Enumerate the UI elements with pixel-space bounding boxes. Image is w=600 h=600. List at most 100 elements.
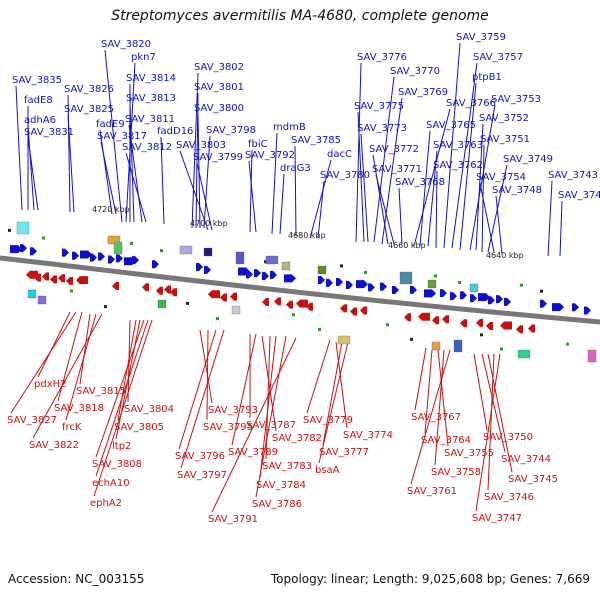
- bottom-gene-arrow: [432, 316, 439, 325]
- bottom-gene-label: ltp2: [112, 441, 131, 452]
- top-gene-label: fbiC: [248, 139, 268, 150]
- bottom-gene-label: SAV_3791: [208, 514, 258, 525]
- bottom-leader-line: [37, 311, 71, 378]
- bottom-leader-line: [414, 347, 427, 411]
- top-leader-line: [160, 136, 165, 225]
- bottom-gene-arrow: [442, 315, 449, 324]
- top-gene-label: SAV_3814: [126, 73, 176, 84]
- top-gene-label: SAV_3771: [372, 164, 422, 175]
- bottom-gene-label: SAV_3782: [272, 433, 322, 444]
- top-gene-label: SAV_3757: [473, 52, 523, 63]
- top-gene-label: SAV_3748: [492, 185, 542, 196]
- bottom-gene-arrow: [418, 312, 430, 321]
- feature-marker: [42, 236, 45, 240]
- feature-marker: [104, 305, 107, 309]
- bottom-gene-label: SAV_3795: [203, 422, 253, 433]
- bottom-gene-label: SAV_3761: [407, 486, 457, 497]
- bottom-leader-line: [95, 319, 145, 458]
- bottom-leader-line: [211, 337, 297, 513]
- top-gene-arrow: [584, 306, 591, 315]
- bottom-gene-label: echA10: [92, 478, 130, 489]
- feature-marker: [8, 228, 11, 232]
- top-gene-arrow: [196, 262, 203, 271]
- top-gene-arrow: [460, 291, 467, 300]
- top-gene-arrow: [152, 260, 159, 269]
- top-gene-arrow: [30, 247, 37, 256]
- feature-block: [317, 265, 327, 275]
- top-leader-line: [248, 160, 257, 233]
- bottom-leader-line: [180, 329, 225, 469]
- top-gene-label: SAV_3802: [194, 62, 244, 73]
- top-gene-label: ptpB1: [472, 72, 502, 83]
- top-gene-label: SAV_3813: [126, 93, 176, 104]
- bottom-gene-arrow: [360, 306, 367, 315]
- bottom-leader-line: [487, 353, 513, 473]
- top-leader-line: [360, 133, 369, 243]
- genome-backbone: [0, 255, 600, 325]
- bottom-gene-arrow: [486, 322, 493, 331]
- kbp-mark: 4720 kbp: [92, 205, 130, 214]
- top-leader-line: [459, 82, 477, 251]
- bottom-gene-label: SAV_3818: [54, 403, 104, 414]
- feature-marker: [520, 283, 523, 287]
- bottom-gene-arrow: [262, 298, 269, 307]
- top-leader-line: [27, 125, 35, 211]
- genome-summary: Topology: linear; Length: 9,025,608 bp; …: [270, 572, 590, 586]
- top-gene-arrow: [496, 295, 503, 304]
- top-leader-line: [249, 149, 253, 233]
- bottom-gene-arrow: [156, 286, 163, 295]
- top-gene-arrow: [116, 254, 123, 263]
- bottom-gene-arrow: [516, 325, 523, 334]
- top-gene-arrow: [450, 292, 457, 301]
- kbp-mark: 4660 kbp: [388, 241, 426, 250]
- bottom-leader-line: [178, 329, 217, 450]
- top-gene-arrow: [424, 289, 436, 298]
- top-gene-arrow: [410, 285, 417, 294]
- bottom-strand-genes: [26, 270, 535, 334]
- top-gene-label: SAV_3759: [456, 32, 506, 43]
- top-gene-label: draG3: [280, 163, 311, 174]
- top-gene-arrow: [504, 297, 511, 306]
- top-gene-label: SAV_3817: [97, 131, 147, 142]
- top-leader-line: [355, 62, 362, 243]
- map-title: Streptomyces avermitilis MA-4680, comple…: [111, 8, 489, 24]
- bottom-leader-line: [306, 339, 331, 414]
- feature-block: [453, 339, 463, 353]
- top-leader-line: [398, 187, 403, 245]
- top-gene-arrow: [488, 296, 495, 305]
- top-leader-line: [15, 85, 23, 211]
- bottom-leader-line: [206, 329, 209, 421]
- top-gene-arrow: [346, 281, 353, 290]
- top-leader-line: [196, 162, 213, 231]
- bottom-gene-arrow: [306, 302, 313, 311]
- top-gene-label: SAV_3801: [194, 82, 244, 93]
- top-gene-label: SAV_3751: [480, 134, 530, 145]
- bottom-gene-label: SAV_3747: [472, 513, 522, 524]
- top-leader-line: [179, 150, 209, 231]
- top-leader-line: [129, 103, 135, 223]
- bottom-gene-arrow: [170, 288, 177, 297]
- bottom-gene-label: SAV_3815: [76, 386, 126, 397]
- bottom-leader-line: [318, 341, 349, 464]
- bottom-gene-label: SAV_3755: [444, 448, 494, 459]
- top-gene-label: fadE9: [96, 119, 125, 130]
- bottom-gene-label: SAV_3804: [124, 404, 174, 415]
- top-leader-line: [191, 72, 199, 229]
- kbp-mark: 4640 kbp: [486, 251, 524, 260]
- feature-marker: [216, 317, 219, 321]
- feature-marker: [434, 274, 437, 278]
- bottom-leader-line: [473, 353, 488, 431]
- bottom-gene-label: SAV_3805: [114, 422, 164, 433]
- bottom-leader-lines: [10, 311, 513, 513]
- feature-block: [179, 245, 193, 255]
- bottom-gene-label: SAV_3797: [177, 470, 227, 481]
- bottom-leader-line: [79, 313, 91, 385]
- top-gene-arrow: [254, 269, 261, 278]
- top-gene-label: adhA6: [24, 115, 56, 126]
- top-leader-line: [413, 108, 451, 247]
- top-gene-label: SAV_3754: [476, 172, 526, 183]
- feature-block: [27, 289, 37, 299]
- feature-marker: [458, 281, 461, 285]
- top-gene-arrow: [246, 270, 253, 279]
